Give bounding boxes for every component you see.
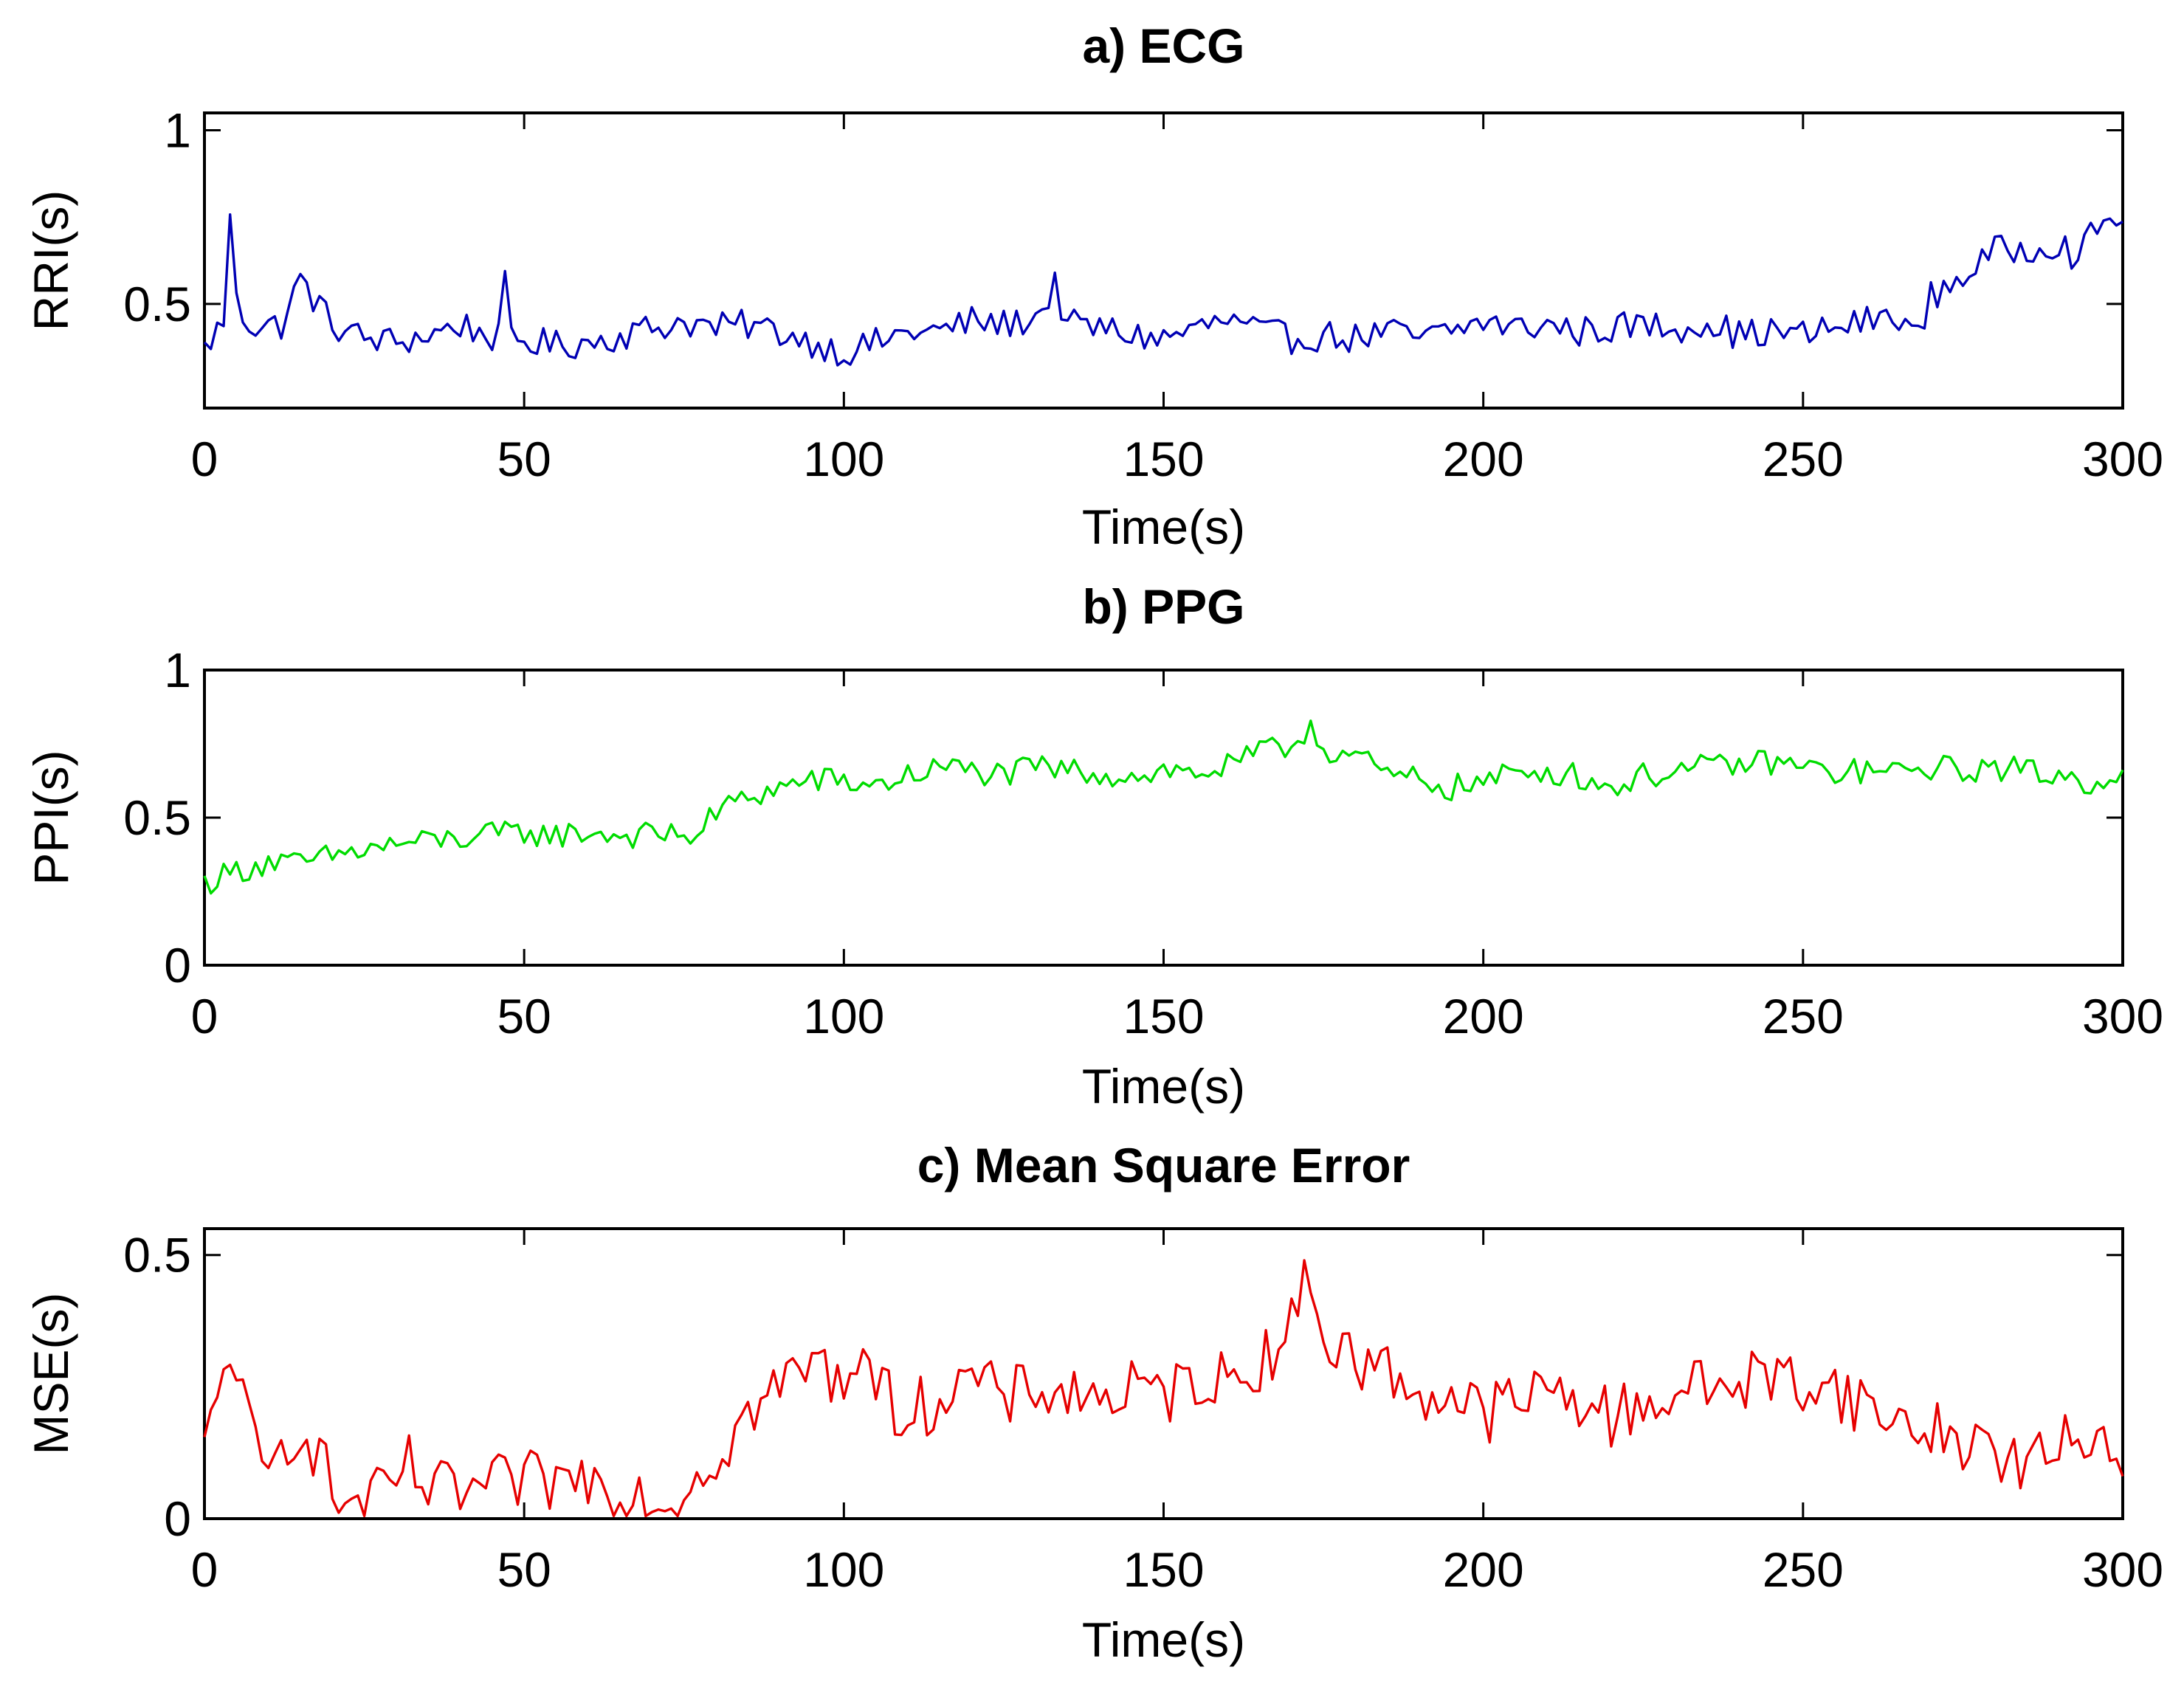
x-tick-label: 150 [1123,1542,1204,1597]
x-tick-label: 150 [1123,989,1204,1043]
y-tick-label: 0.5 [123,790,191,845]
x-tick-label: 200 [1443,1542,1524,1597]
x-tick-label: 50 [497,1542,551,1597]
y-tick-label: 0 [164,1491,191,1546]
y-tick-label: 0.5 [123,1228,191,1283]
x-tick-label: 100 [803,432,884,486]
y-axis-label: RRI(s) [24,190,78,331]
panel-1: a) ECG 0 50 100 150 200 250 300 0.5 1 Time(s) RRI(s… [24,18,2163,554]
y-tick-label: 1 [164,643,191,697]
chart-title: b) PPG [1082,579,1244,634]
x-tick-label: 250 [1763,432,1844,486]
x-tick-label: 200 [1443,432,1524,486]
x-tick-label: 100 [803,1542,884,1597]
x-tick-label: 50 [497,989,551,1043]
x-tick-label: 0 [191,1542,218,1597]
panel-3: c) Mean Square Error 0 50 100 150 200 250 300 0 0… [24,1138,2163,1667]
y-axis-label: MSE(s) [24,1293,78,1455]
y-tick-label: 0 [164,938,191,993]
plot-frame [203,111,2124,410]
x-tick-label: 250 [1763,1542,1844,1597]
chart-title: c) Mean Square Error [917,1138,1410,1192]
chart-title: a) ECG [1082,18,1244,73]
panel-2: b) PPG 0 50 100 150 200 250 300 0 0.5 1 Time(s) PPI(… [24,579,2163,1114]
x-tick-label: 50 [497,432,551,486]
x-tick-label: 0 [191,989,218,1043]
x-axis-label: Time(s) [1082,1612,1245,1667]
series-line-rri [203,213,2123,367]
x-tick-label: 300 [2082,432,2163,486]
x-tick-label: 0 [191,432,218,486]
x-axis-label: Time(s) [1082,500,1245,554]
y-tick-label: 1 [164,103,191,158]
x-tick-label: 300 [2082,1542,2163,1597]
x-tick-label: 250 [1763,989,1844,1043]
series-line-mse [203,1259,2124,1518]
y-tick-label: 0.5 [123,277,191,331]
x-tick-label: 150 [1123,432,1204,486]
x-tick-label: 100 [803,989,884,1043]
x-tick-label: 200 [1443,989,1524,1043]
x-axis-label: Time(s) [1082,1059,1245,1114]
y-axis-label: PPI(s) [24,750,78,885]
plot-frame [203,669,2124,967]
series-line-ppi [203,719,2124,895]
x-tick-label: 300 [2082,989,2163,1043]
